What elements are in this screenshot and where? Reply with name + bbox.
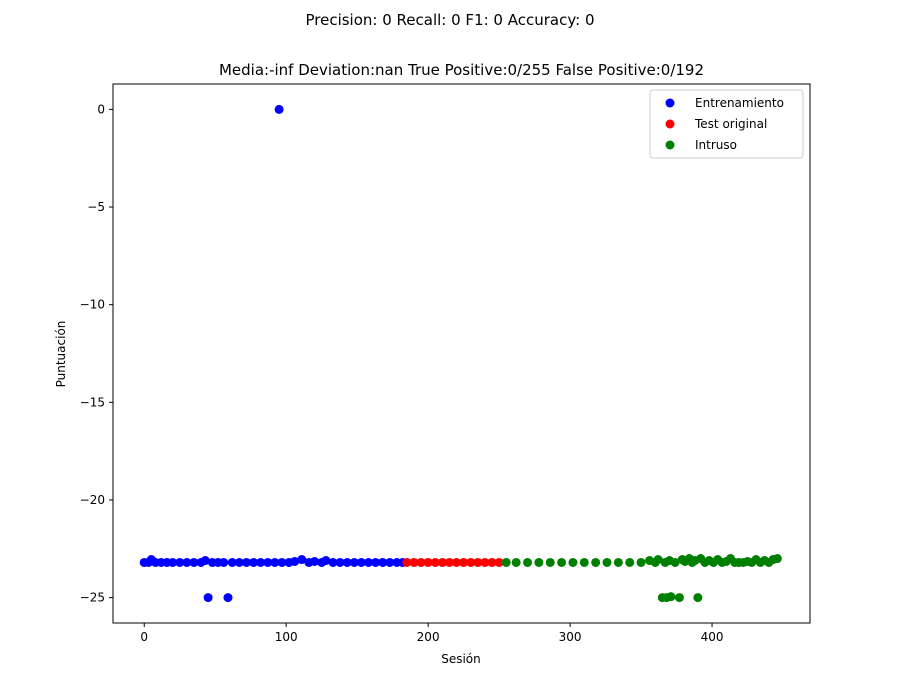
y-tick-label: −5: [87, 200, 105, 214]
data-point: [557, 557, 567, 567]
data-point: [342, 557, 352, 567]
data-point: [666, 592, 676, 602]
x-tick-label: 300: [559, 630, 582, 644]
y-tick-label: −10: [80, 298, 105, 312]
data-point: [772, 554, 782, 564]
data-point: [437, 557, 447, 567]
data-point: [335, 557, 345, 567]
legend-label: Test original: [694, 117, 767, 131]
legend-marker: [665, 119, 675, 129]
legend-box: [649, 89, 804, 159]
y-tick-label: −25: [80, 591, 105, 605]
data-point: [378, 557, 388, 567]
data-point: [263, 557, 273, 567]
data-point: [371, 557, 381, 567]
data-point: [256, 557, 266, 567]
data-point: [545, 557, 555, 567]
data-point: [234, 557, 244, 567]
data-point: [480, 557, 490, 567]
data-point: [203, 593, 213, 603]
legend-label: Entrenamiento: [695, 96, 784, 110]
data-point: [385, 557, 395, 567]
data-point: [636, 557, 646, 567]
data-point: [487, 557, 497, 567]
data-point: [310, 556, 320, 566]
axes: 0 100 200 300 400 0 −5 −10 −15 −20 −25: [80, 83, 811, 644]
x-axis-label: Sesión: [441, 652, 481, 666]
data-point: [693, 593, 703, 603]
data-point: [625, 557, 635, 567]
data-point: [523, 557, 533, 567]
data-point: [409, 557, 419, 567]
data-point: [328, 557, 338, 567]
data-point: [249, 557, 259, 567]
data-point: [297, 555, 307, 565]
data-point: [290, 556, 300, 566]
data-point: [277, 557, 287, 567]
data-point: [364, 557, 374, 567]
data-point: [402, 557, 412, 567]
x-tick-label: 200: [417, 630, 440, 644]
data-point: [466, 557, 476, 567]
legend-marker: [665, 98, 675, 108]
plot-area: [139, 104, 782, 603]
data-point: [534, 557, 544, 567]
data-point: [175, 557, 185, 567]
data-point: [501, 557, 511, 567]
data-point: [494, 557, 504, 567]
data-point: [182, 557, 192, 567]
data-point: [241, 557, 251, 567]
data-point: [423, 557, 433, 567]
data-point: [223, 593, 233, 603]
data-point: [349, 557, 359, 567]
data-point: [473, 557, 483, 567]
data-point: [591, 557, 601, 567]
data-point: [568, 557, 578, 567]
data-point: [670, 557, 680, 567]
figure-suptitle: Precision: 0 Recall: 0 F1: 0 Accuracy: 0: [305, 11, 595, 29]
data-point: [227, 557, 237, 567]
data-point: [452, 557, 462, 567]
data-point: [444, 557, 454, 567]
data-point: [270, 557, 280, 567]
data-point: [356, 557, 366, 567]
legend: Entrenamiento Test original Intruso: [649, 89, 804, 159]
data-point: [219, 557, 229, 567]
y-tick-label: 0: [97, 102, 105, 116]
data-point: [579, 557, 589, 567]
data-point: [674, 593, 684, 603]
data-point: [416, 557, 426, 567]
series-intruso: [501, 554, 782, 603]
data-point: [613, 557, 623, 567]
data-point: [459, 557, 469, 567]
data-point: [511, 557, 521, 567]
y-tick-label: −15: [80, 395, 105, 409]
legend-marker: [665, 140, 675, 150]
y-tick-label: −20: [80, 493, 105, 507]
data-point: [321, 556, 331, 566]
series-test-original: [402, 557, 504, 567]
chart-title: Media:-inf Deviation:nan True Positive:0…: [218, 61, 705, 79]
data-point: [653, 555, 663, 565]
legend-label: Intruso: [695, 138, 737, 152]
data-point: [602, 557, 612, 567]
axes-frame: [112, 83, 811, 624]
x-tick-label: 100: [275, 630, 298, 644]
x-tick-label: 0: [140, 630, 148, 644]
data-point: [430, 557, 440, 567]
data-point: [189, 557, 199, 567]
x-tick-label: 400: [701, 630, 724, 644]
series-entrenamiento: [139, 104, 408, 603]
data-point: [200, 556, 210, 566]
data-point: [168, 557, 178, 567]
y-axis-label: Puntuación: [54, 321, 68, 388]
data-point: [274, 104, 284, 114]
